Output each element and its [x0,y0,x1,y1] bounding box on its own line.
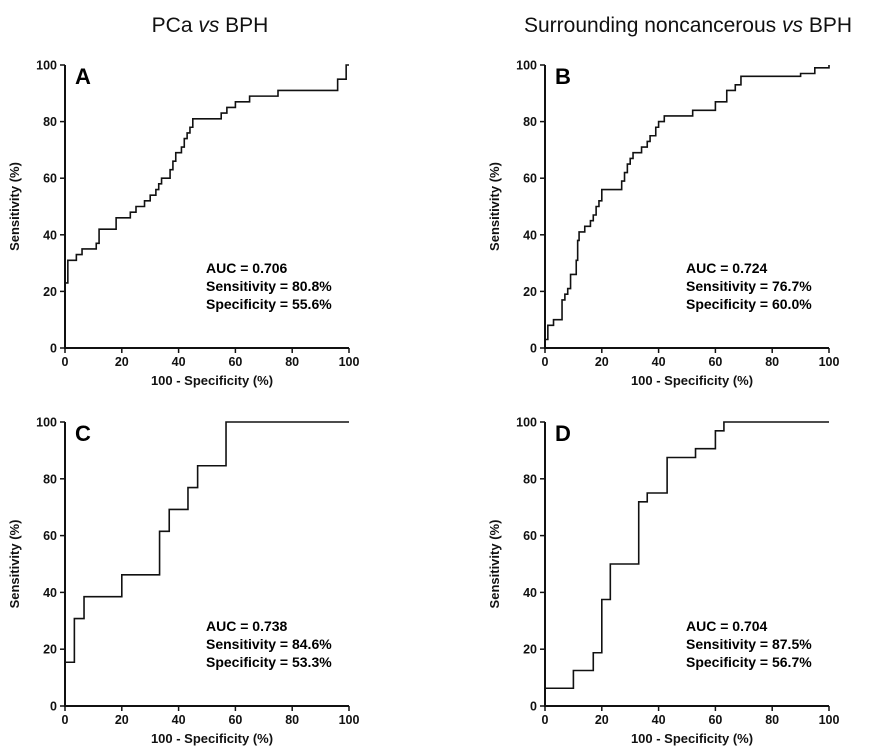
stat-line: AUC = 0.724 [686,260,768,276]
y-tick-label: 20 [523,285,537,299]
column-title-right: Surrounding noncancerous vs BPH [524,14,852,37]
x-tick-label: 20 [595,713,609,727]
roc-panels: 0 20 40 60 80 100 0 20 40 60 80 100 100 - Specificit… [7,59,839,747]
stat-line: Sensitivity = 80.8% [206,278,332,294]
stat-line: Specificity = 60.0% [686,296,812,312]
panel-label-c: C [75,421,91,446]
x-tick-label: 20 [115,713,129,727]
x-axis-label: 100 - Specificity (%) [631,373,753,388]
x-tick-label: 80 [285,355,299,369]
x-tick-label: 100 [819,713,840,727]
y-tick-label: 20 [43,643,57,657]
stat-line: Sensitivity = 84.6% [206,636,332,652]
y-tick-label: 60 [43,529,57,543]
x-tick-label: 0 [542,713,549,727]
x-tick-label: 100 [819,355,840,369]
stat-line: AUC = 0.738 [206,618,288,634]
stat-line: Specificity = 53.3% [206,654,332,670]
x-tick-label: 100 [339,713,360,727]
stat-line: Sensitivity = 87.5% [686,636,812,652]
x-tick-label: 40 [172,355,186,369]
panel-label-d: D [555,421,571,446]
x-axis-label: 100 - Specificity (%) [151,373,273,388]
y-tick-label: 40 [43,228,57,242]
stat-line: AUC = 0.706 [206,260,288,276]
y-tick-label: 0 [530,700,537,714]
stat-line: Sensitivity = 76.7% [686,278,812,294]
x-tick-label: 100 [339,355,360,369]
y-tick-label: 100 [516,416,537,430]
roc-panel-c: 0 20 40 60 80 100 0 20 40 60 80 100 100 - Specificit… [7,416,359,747]
y-tick-label: 0 [50,700,57,714]
y-tick-label: 40 [43,586,57,600]
x-tick-label: 80 [765,355,779,369]
y-tick-label: 100 [36,416,57,430]
y-axis-label: Sensitivity (%) [487,162,502,251]
roc-curve-c [64,421,349,706]
y-tick-label: 0 [530,342,537,356]
roc-curve-b [544,65,830,348]
y-tick-label: 80 [43,472,57,486]
column-title-left: PCa vs BPH [152,14,269,37]
y-tick-label: 40 [523,586,537,600]
x-tick-label: 60 [708,355,722,369]
panel-label-b: B [555,64,571,89]
y-tick-label: 100 [516,59,537,73]
x-tick-label: 0 [62,355,69,369]
y-tick-label: 40 [523,228,537,242]
roc-curve-a [64,64,349,348]
y-tick-label: 0 [50,342,57,356]
y-tick-label: 80 [523,472,537,486]
x-tick-label: 80 [765,713,779,727]
x-tick-label: 80 [285,713,299,727]
roc-panel-b: 0 20 40 60 80 100 0 20 40 60 80 100 100 - Specificit… [487,59,839,389]
y-tick-label: 80 [523,115,537,129]
y-axis-label: Sensitivity (%) [7,520,22,609]
y-tick-label: 20 [43,285,57,299]
y-tick-label: 100 [36,59,57,73]
x-tick-label: 40 [652,713,666,727]
y-tick-label: 20 [523,643,537,657]
roc-panel-a: 0 20 40 60 80 100 0 20 40 60 80 100 100 - Specificit… [7,59,359,389]
roc-panel-d: 0 20 40 60 80 100 0 20 40 60 80 100 100 - Specificit… [487,416,839,747]
x-axis-label: 100 - Specificity (%) [151,731,273,746]
roc-curve-d [544,421,829,706]
stat-line: Specificity = 56.7% [686,654,812,670]
x-tick-label: 60 [708,713,722,727]
x-axis-label: 100 - Specificity (%) [631,731,753,746]
y-tick-label: 60 [523,172,537,186]
y-tick-label: 80 [43,115,57,129]
x-tick-label: 0 [62,713,69,727]
x-tick-label: 20 [115,355,129,369]
y-tick-label: 60 [523,529,537,543]
x-tick-label: 0 [542,355,549,369]
y-axis-label: Sensitivity (%) [7,162,22,251]
y-tick-label: 60 [43,172,57,186]
x-tick-label: 60 [228,355,242,369]
x-tick-label: 40 [652,355,666,369]
x-tick-label: 60 [228,713,242,727]
stat-line: Specificity = 55.6% [206,296,332,312]
panel-label-a: A [75,64,91,89]
stat-line: AUC = 0.704 [686,618,768,634]
x-tick-label: 20 [595,355,609,369]
y-axis-label: Sensitivity (%) [487,520,502,609]
x-tick-label: 40 [172,713,186,727]
